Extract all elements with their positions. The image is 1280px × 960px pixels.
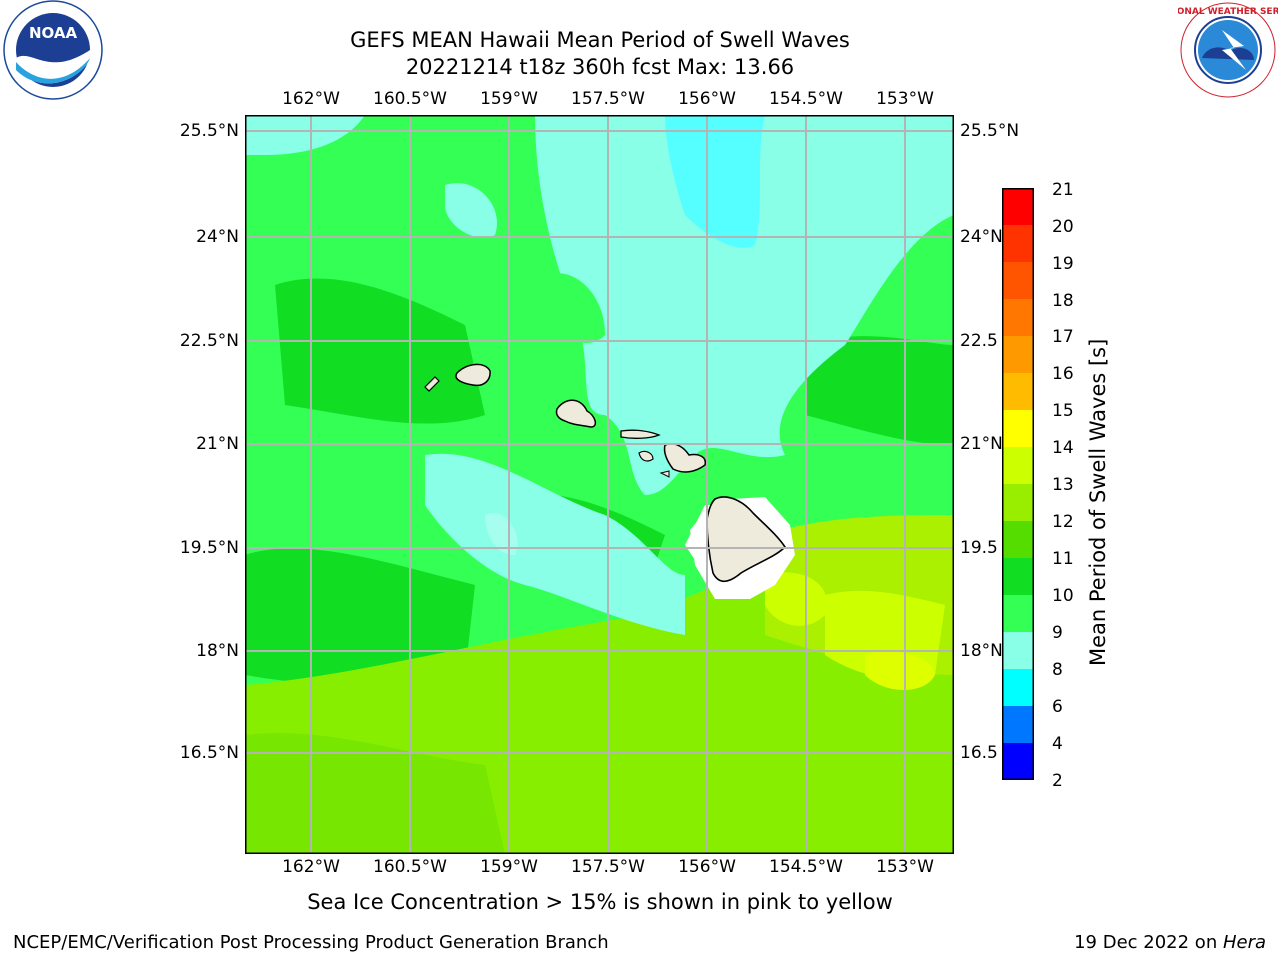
colorbar-swatch: [1002, 743, 1034, 781]
lanai-island: [638, 450, 654, 462]
colorbar-tick: 6: [1052, 697, 1063, 717]
colorbar-swatch: [1002, 558, 1034, 596]
lat-tick-right: 25.5°N: [960, 121, 1020, 141]
colorbar: [1002, 188, 1034, 781]
lat-tick-left: 18°N: [196, 641, 239, 661]
map-frame: [245, 115, 954, 854]
colorbar-label: Mean Period of Swell Waves [s]: [1086, 338, 1110, 666]
map-title: GEFS MEAN Hawaii Mean Period of Swell Wa…: [350, 28, 850, 52]
lat-tick-left: 22.5°N: [179, 331, 239, 351]
sea-ice-note: Sea Ice Concentration > 15% is shown in …: [307, 890, 893, 914]
graticule: [245, 115, 954, 854]
footer-date: 19 Dec 2022 on Hera: [1074, 932, 1266, 953]
lat-tick-right: 24°N: [960, 227, 1003, 247]
lon-tick-bottom: 159°W: [480, 857, 538, 877]
lon-tick-top: 156°W: [678, 89, 736, 109]
field-zone-11s: [245, 548, 475, 687]
noaa-logo-icon: NOAA: [3, 0, 103, 100]
lon-tick-bottom: 154.5°W: [769, 857, 843, 877]
svg-text:NOAA: NOAA: [29, 24, 78, 42]
lat-tick-left: 19.5°N: [179, 538, 239, 558]
field-zone-14s: [765, 572, 827, 626]
map-forecast-line: 20221214 t18z 360h fcst Max: 13.66: [405, 55, 795, 79]
lat-tick-left: 21°N: [196, 434, 239, 454]
lon-tick-bottom: 162°W: [282, 857, 340, 877]
colorbar-tick: 14: [1052, 438, 1074, 458]
colorbar-tick: 18: [1052, 291, 1074, 311]
lat-tick-left: 24°N: [196, 227, 239, 247]
niihau-island: [424, 376, 440, 392]
lat-tick-right: 22.5: [960, 331, 998, 351]
colorbar-swatch: [1002, 188, 1034, 226]
lon-tick-top: 153°W: [876, 89, 934, 109]
kahoolawe-island: [659, 470, 670, 478]
lat-tick-right: 16.5: [960, 743, 998, 763]
colorbar-swatch: [1002, 447, 1034, 485]
colorbar-tick: 8: [1052, 660, 1063, 680]
colorbar-swatch: [1002, 336, 1034, 374]
field-zone-10s: [445, 183, 497, 238]
lat-tick-right: 19.5: [960, 538, 998, 558]
lon-tick-bottom: 160.5°W: [373, 857, 447, 877]
noaa-logo: NOAA: [2, 0, 104, 102]
colorbar-swatch: [1002, 706, 1034, 744]
colorbar-tick: 20: [1052, 217, 1074, 237]
lon-tick-bottom: 157.5°W: [571, 857, 645, 877]
colorbar-tick: 15: [1052, 401, 1074, 421]
colorbar-tick: 19: [1052, 254, 1074, 274]
lon-tick-top: 160.5°W: [373, 89, 447, 109]
maui-island: [663, 443, 707, 473]
swell-period-map: [245, 115, 954, 854]
lon-tick-top: 157.5°W: [571, 89, 645, 109]
colorbar-swatch: [1002, 632, 1034, 670]
footer-producer: NCEP/EMC/Verification Post Processing Pr…: [13, 932, 609, 953]
lon-tick-bottom: 153°W: [876, 857, 934, 877]
lon-tick-bottom: 156°W: [678, 857, 736, 877]
colorbar-swatch: [1002, 299, 1034, 337]
lon-tick-top: 159°W: [480, 89, 538, 109]
field-zone-10s: [425, 453, 685, 635]
colorbar-swatch: [1002, 262, 1034, 300]
field-zone-11s: [545, 273, 605, 344]
colorbar-tick: 16: [1052, 364, 1074, 384]
field-zone-8s: [665, 115, 765, 248]
lon-tick-top: 162°W: [282, 89, 340, 109]
field-zone-10s: [245, 115, 365, 155]
colorbar-tick: 10: [1052, 586, 1074, 606]
colorbar-swatch: [1002, 225, 1034, 263]
lat-tick-left: 16.5°N: [179, 743, 239, 763]
footer-host: Hera: [1222, 932, 1266, 953]
lat-tick-right: 18°N: [960, 641, 1003, 661]
oahu-island: [555, 399, 597, 428]
colorbar-swatch: [1002, 410, 1034, 448]
colorbar-tick: 13: [1052, 475, 1074, 495]
colorbar-tick: 2: [1052, 771, 1063, 791]
colorbar-frame: [1002, 188, 1034, 780]
footer-date-text: 19 Dec 2022 on: [1074, 932, 1223, 953]
nws-logo-icon: NATIONAL WEATHER SERVICE: [1153, 2, 1280, 98]
colorbar-swatch: [1002, 669, 1034, 707]
lat-tick-left: 25.5°N: [179, 121, 239, 141]
colorbar-tick: 11: [1052, 549, 1074, 569]
colorbar-swatch: [1002, 521, 1034, 559]
kauai-island: [455, 363, 491, 387]
colorbar-tick: 21: [1052, 180, 1074, 200]
lon-tick-top: 154.5°W: [769, 89, 843, 109]
colorbar-swatches: [1002, 188, 1034, 781]
field-zone-14s: [865, 651, 935, 690]
lat-tick-right: 21°N: [960, 434, 1003, 454]
field-zone-11s: [805, 336, 954, 445]
field-zone-10s: [535, 115, 954, 495]
colorbar-tick: 17: [1052, 327, 1074, 347]
molokai-island: [620, 429, 661, 439]
colorbar-swatch: [1002, 484, 1034, 522]
colorbar-tick: 4: [1052, 734, 1063, 754]
colorbar-tick: 12: [1052, 512, 1074, 532]
svg-text:NATIONAL WEATHER SERVICE: NATIONAL WEATHER SERVICE: [1178, 7, 1278, 17]
nws-logo: NATIONAL WEATHER SERVICE: [1153, 0, 1280, 100]
colorbar-swatch: [1002, 595, 1034, 633]
colorbar-tick: 9: [1052, 623, 1063, 643]
colorbar-swatch: [1002, 373, 1034, 411]
